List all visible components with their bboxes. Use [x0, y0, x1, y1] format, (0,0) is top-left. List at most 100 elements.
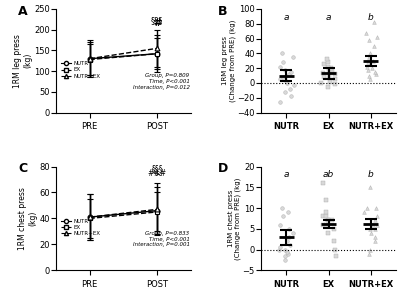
- Point: [363, 31, 369, 36]
- Point: [327, 79, 333, 84]
- Point: [367, 77, 374, 82]
- Point: [290, 83, 297, 88]
- Point: [276, 222, 283, 227]
- Point: [320, 222, 326, 227]
- Text: b: b: [368, 12, 374, 22]
- Point: [280, 60, 286, 65]
- Point: [366, 38, 372, 42]
- Text: a: a: [284, 12, 289, 22]
- Point: [290, 230, 296, 235]
- Text: b: b: [368, 170, 374, 179]
- Point: [373, 72, 379, 77]
- Point: [325, 60, 332, 65]
- Point: [364, 206, 370, 210]
- Y-axis label: 1RM leg press
(kg): 1RM leg press (kg): [13, 34, 33, 88]
- Point: [373, 222, 380, 227]
- Point: [324, 57, 330, 62]
- Point: [286, 86, 293, 91]
- Point: [367, 247, 373, 252]
- Point: [332, 247, 338, 252]
- Point: [323, 214, 329, 219]
- Point: [366, 55, 372, 59]
- Point: [286, 243, 293, 248]
- Point: [367, 62, 373, 67]
- Point: [331, 239, 337, 244]
- Point: [371, 44, 377, 48]
- Point: [277, 245, 283, 250]
- Point: [370, 59, 376, 63]
- Point: [284, 249, 290, 254]
- Point: [288, 94, 294, 99]
- Point: [283, 73, 290, 78]
- Text: §§§: §§§: [151, 164, 163, 173]
- Point: [325, 64, 331, 69]
- Point: [325, 218, 332, 223]
- Text: ^: ^: [154, 173, 161, 182]
- Point: [366, 73, 372, 78]
- Point: [320, 214, 326, 219]
- Point: [332, 72, 338, 77]
- Text: ab: ab: [323, 170, 334, 179]
- Point: [367, 185, 374, 190]
- Y-axis label: 1RM chest press
(kg): 1RM chest press (kg): [18, 187, 38, 250]
- Point: [372, 239, 378, 244]
- Text: D: D: [218, 162, 228, 176]
- Point: [366, 251, 373, 256]
- Point: [322, 222, 329, 227]
- Text: C: C: [18, 162, 27, 176]
- Point: [323, 210, 329, 214]
- Point: [372, 218, 378, 223]
- Point: [372, 69, 378, 74]
- Text: A: A: [18, 5, 28, 18]
- Point: [372, 235, 378, 239]
- Point: [282, 247, 288, 252]
- Point: [325, 84, 331, 89]
- Legend: NUTR, EX, NUTR+EX: NUTR, EX, NUTR+EX: [59, 217, 102, 238]
- Point: [332, 77, 338, 82]
- Point: [279, 51, 285, 56]
- Text: ###: ###: [148, 169, 167, 178]
- Point: [321, 75, 328, 79]
- Point: [276, 247, 282, 252]
- Point: [322, 198, 329, 202]
- Point: [374, 35, 380, 40]
- Point: [276, 64, 283, 69]
- Point: [364, 64, 370, 69]
- Point: [279, 206, 286, 210]
- Point: [320, 181, 327, 186]
- Point: [371, 20, 378, 25]
- Y-axis label: 1RM leg press
(Change from PRE) (kg): 1RM leg press (Change from PRE) (kg): [222, 20, 236, 102]
- Point: [277, 99, 283, 104]
- Text: #: #: [153, 18, 161, 29]
- Point: [365, 67, 371, 72]
- Point: [329, 67, 336, 72]
- Point: [328, 66, 334, 71]
- Point: [284, 80, 290, 85]
- Point: [281, 67, 288, 72]
- Point: [318, 80, 324, 85]
- Point: [282, 257, 288, 262]
- Point: [373, 206, 380, 210]
- Point: [332, 82, 338, 87]
- Text: B: B: [218, 5, 228, 18]
- Point: [365, 60, 372, 65]
- Point: [372, 226, 378, 231]
- Point: [280, 214, 287, 219]
- Point: [369, 66, 375, 71]
- Text: a: a: [284, 170, 289, 179]
- Point: [286, 226, 292, 231]
- Point: [288, 69, 294, 74]
- Point: [284, 210, 291, 214]
- Point: [285, 251, 292, 256]
- Point: [286, 235, 292, 239]
- Text: a: a: [326, 12, 331, 22]
- Point: [283, 78, 290, 83]
- Text: Group, P=0.833
Time, P<0.001
Interaction, P=0.001: Group, P=0.833 Time, P<0.001 Interaction…: [132, 231, 190, 247]
- Point: [329, 218, 336, 223]
- Point: [360, 210, 367, 214]
- Point: [289, 55, 296, 59]
- Point: [282, 89, 289, 94]
- Point: [284, 239, 290, 244]
- Point: [326, 73, 332, 78]
- Point: [326, 69, 332, 74]
